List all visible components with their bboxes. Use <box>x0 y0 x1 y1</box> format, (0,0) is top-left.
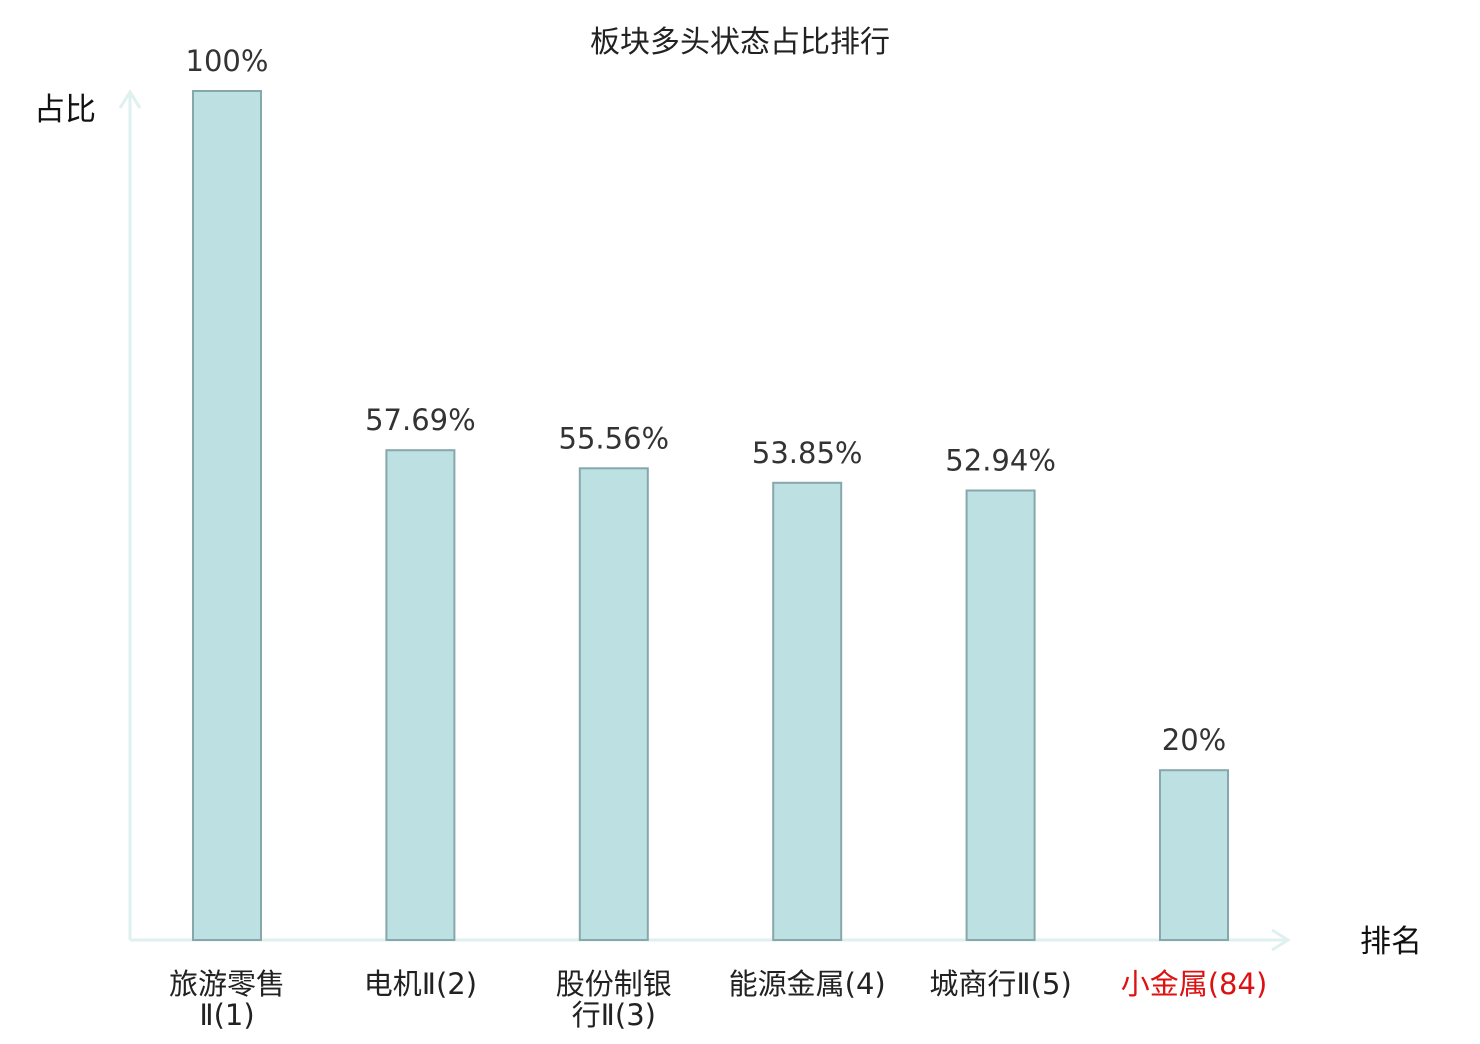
x-tick-label-line2: Ⅱ(1) <box>199 998 254 1032</box>
bar-value-label: 52.94% <box>945 444 1056 478</box>
bar <box>385 449 456 941</box>
y-axis: 占比 <box>34 89 142 940</box>
bar-value-label: 57.69% <box>365 403 476 437</box>
bar <box>192 90 262 941</box>
bar <box>1159 769 1229 942</box>
x-axis: 排名 <box>130 924 1422 960</box>
x-tick-label: 小金属(84) <box>1121 967 1268 1001</box>
x-tick-label: 电机Ⅱ(2) <box>364 967 477 1001</box>
x-tick-label: 能源金属(4) <box>729 967 886 1001</box>
bar-value-label: 55.56% <box>559 421 670 455</box>
x-tick-label: 旅游零售 <box>169 967 285 1001</box>
bar <box>772 481 843 941</box>
value-labels-layer: 100% 57.69% 55.56% 53.85% 52.94% 20% <box>186 44 1227 757</box>
bar-value-label: 20% <box>1162 723 1226 757</box>
bar-value-label: 100% <box>186 44 269 78</box>
bars-layer <box>192 90 1229 942</box>
x-tick-label: 股份制银 <box>556 967 672 1001</box>
x-axis-arrow-icon <box>1271 928 1291 952</box>
x-tick-label: 城商行Ⅱ(5) <box>929 967 1071 1001</box>
x-tick-label-line2: 行Ⅱ(3) <box>572 998 656 1032</box>
bar <box>578 467 649 941</box>
chart-title: 板块多头状态占比排行 <box>590 25 890 60</box>
bar-value-label: 53.85% <box>752 436 863 470</box>
y-axis-arrow-icon <box>118 89 142 109</box>
y-axis-label: 占比 <box>34 92 96 128</box>
x-axis-label: 排名 <box>1360 924 1422 960</box>
bar <box>965 489 1036 941</box>
